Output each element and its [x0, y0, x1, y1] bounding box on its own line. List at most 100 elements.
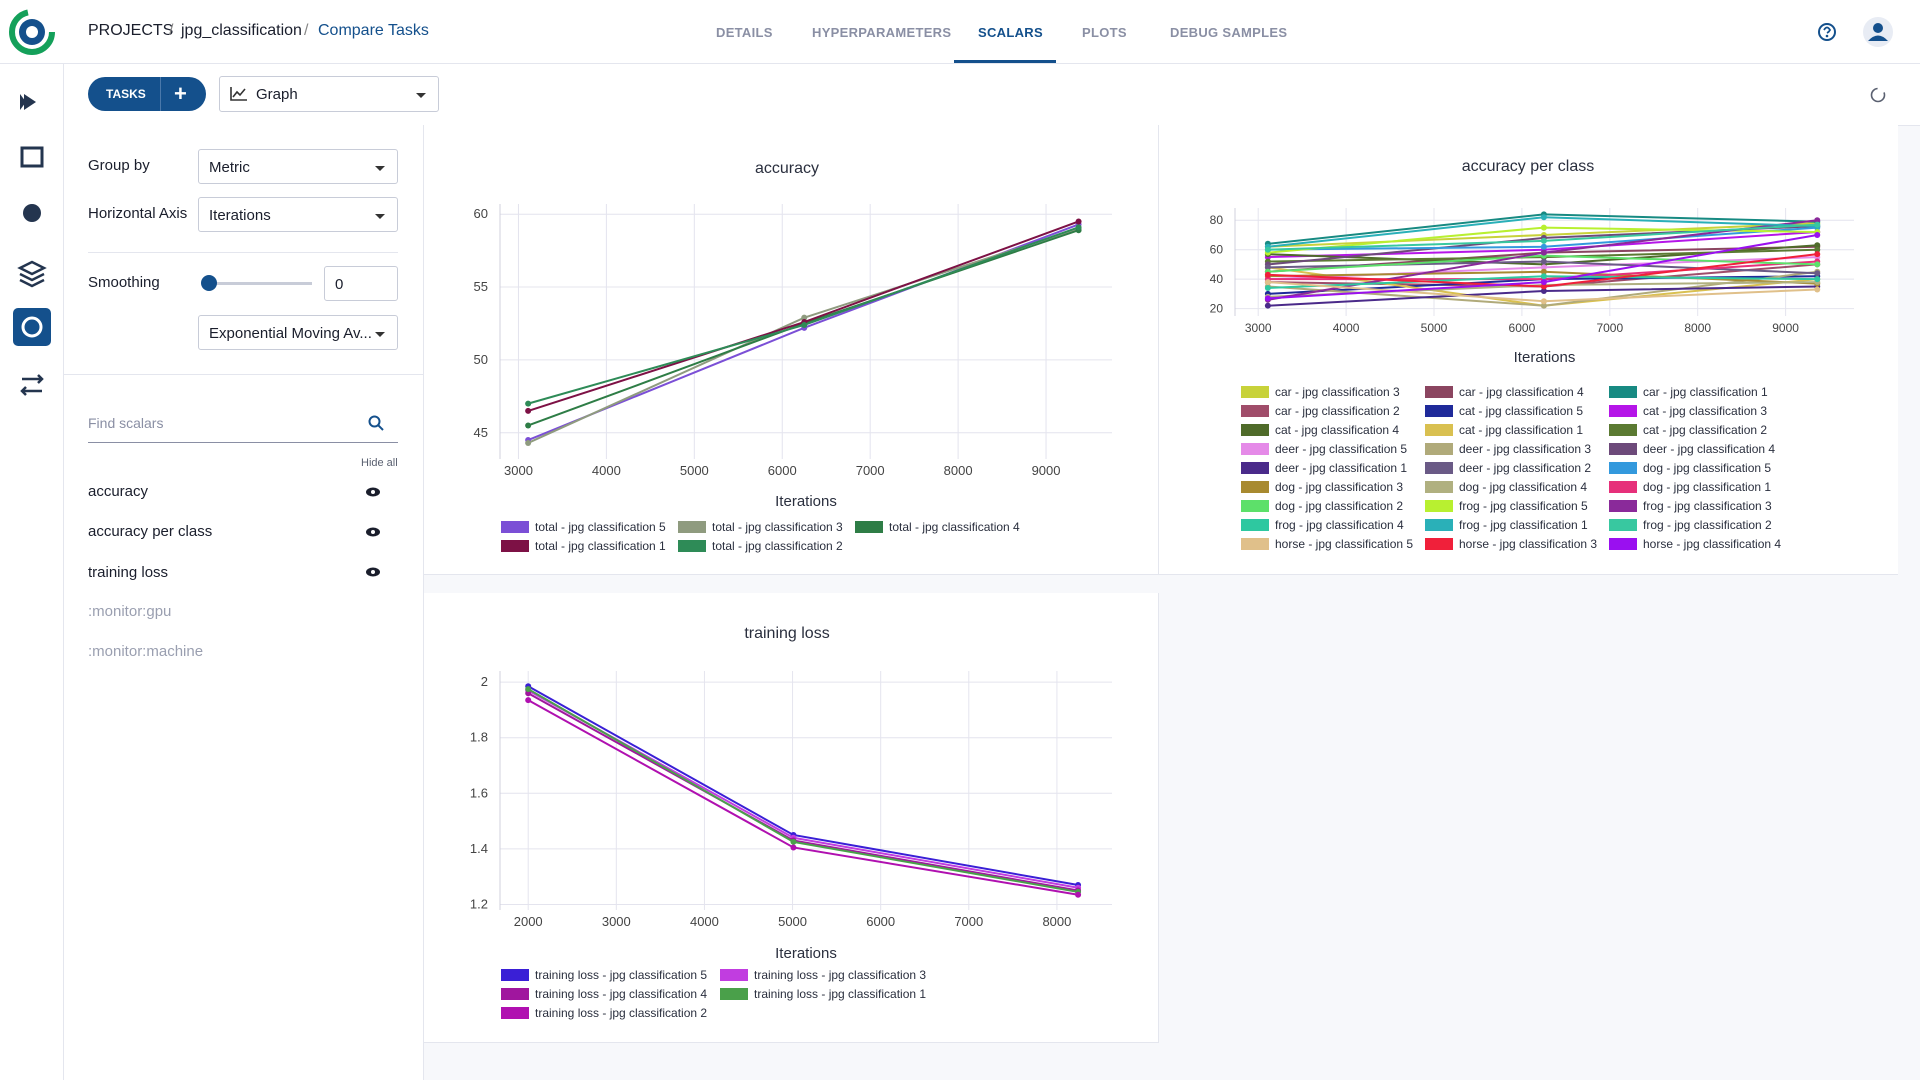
logo-hole	[26, 26, 38, 38]
tab[interactable]: DEBUG SAMPLES	[1170, 25, 1288, 40]
nav-deploy[interactable]	[23, 204, 41, 222]
data-point	[1814, 242, 1821, 249]
data-point	[525, 690, 532, 697]
view-select[interactable]: Graph	[219, 76, 439, 112]
caret	[375, 214, 385, 219]
logo-ring	[9, 9, 55, 55]
tab[interactable]: HYPERPARAMETERS	[812, 25, 952, 40]
x-tick-label: 7000	[1596, 321, 1623, 335]
nav-datasets[interactable]	[17, 260, 47, 288]
legend-swatch	[1609, 443, 1637, 455]
search-underline	[88, 442, 398, 443]
breadcrumb-item[interactable]: PROJECTS	[88, 22, 174, 39]
caret	[416, 93, 426, 98]
legend-swatch	[720, 988, 748, 1000]
x-tick-label: 8000	[944, 463, 973, 478]
search-placeholder[interactable]: Find scalars	[88, 415, 164, 431]
y-tick-label: 40	[1210, 272, 1224, 286]
legend-label: dog - jpg classification 5	[1643, 461, 1771, 475]
legend-swatch	[1609, 500, 1637, 512]
smoothing-value: 0	[335, 276, 344, 293]
view-value: Graph	[256, 86, 298, 103]
data-point	[1540, 237, 1547, 244]
logo[interactable]	[8, 8, 56, 56]
user-avatar[interactable]	[1862, 16, 1894, 48]
scalar-item-hidden[interactable]: :monitor:gpu	[88, 603, 172, 620]
side-nav	[0, 64, 64, 1080]
data-point	[1540, 264, 1547, 271]
chart-panel: training loss 1.2 1.4 1.6 1.8 2 2000 3000 4000 50…	[424, 593, 1159, 1043]
slider-thumb[interactable]	[201, 275, 217, 291]
legend-swatch	[501, 969, 529, 981]
x-tick-label: 9000	[1772, 321, 1799, 335]
y-tick-label: 55	[474, 279, 488, 294]
scalar-item[interactable]: accuracy	[88, 483, 149, 500]
nav-experiments	[21, 316, 43, 338]
scalar-item-hidden[interactable]: :monitor:machine	[88, 643, 204, 660]
group-by-select[interactable]: Metric	[198, 149, 398, 184]
data-point	[1540, 283, 1547, 290]
tab[interactable]: DETAILS	[716, 25, 773, 40]
legend-label: dog - jpg classification 4	[1459, 480, 1587, 494]
hide-all[interactable]: Hide all	[361, 457, 398, 469]
data-point	[1540, 268, 1547, 275]
nav-projects[interactable]	[20, 146, 44, 168]
legend-label: deer - jpg classification 4	[1643, 442, 1775, 456]
data-point	[525, 407, 532, 414]
data-point	[790, 838, 797, 845]
legend-swatch	[501, 521, 529, 533]
data-point	[525, 439, 532, 446]
legend-label: frog - jpg classification 5	[1459, 499, 1588, 513]
scalar-item[interactable]: training loss	[88, 564, 169, 581]
nav-pipelines[interactable]	[20, 94, 36, 110]
legend-swatch	[1241, 481, 1269, 493]
legend-swatch	[501, 1007, 529, 1019]
legend-swatch	[720, 969, 748, 981]
scalar-item[interactable]: accuracy per class	[88, 523, 213, 540]
add-icon[interactable]: +	[174, 81, 187, 106]
tab-active[interactable]: SCALARS	[978, 25, 1043, 40]
data-point	[1540, 224, 1547, 231]
nav-reports[interactable]	[20, 374, 44, 396]
y-tick-label: 1.2	[470, 896, 488, 911]
refresh-icon[interactable]	[1869, 86, 1887, 104]
legend-label: horse - jpg classification 4	[1643, 537, 1781, 551]
data-point	[1540, 302, 1547, 309]
legend-swatch	[1425, 405, 1453, 417]
slider-track	[208, 282, 312, 285]
button-divider	[160, 77, 161, 111]
x-tick-label: 5000	[1421, 321, 1448, 335]
breadcrumb-item[interactable]: jpg_classification	[181, 22, 302, 39]
data-point	[1814, 217, 1821, 224]
y-tick-label: 1.8	[470, 730, 488, 745]
legend-label: cat - jpg classification 4	[1275, 423, 1399, 437]
graph-glyph	[230, 87, 247, 101]
x-tick-label: 4000	[592, 463, 621, 478]
legend-label: car - jpg classification 4	[1459, 385, 1584, 399]
legend-label: dog - jpg classification 2	[1275, 499, 1403, 513]
smoothing-method-select[interactable]: Exponential Moving Av...	[198, 315, 398, 350]
data-point	[525, 400, 532, 407]
series-line	[527, 692, 1079, 892]
legend-swatch	[1609, 424, 1637, 436]
data-point	[1814, 261, 1821, 268]
help-icon[interactable]	[1817, 22, 1837, 42]
data-point	[1264, 271, 1271, 278]
data-point	[801, 314, 808, 321]
data-point	[1814, 221, 1821, 228]
y-tick-label: 60	[474, 206, 488, 221]
chart-panel: accuracy per class 20 40 60 80 3000 4000 5000 60…	[1159, 125, 1898, 575]
legend-label: cat - jpg classification 2	[1643, 423, 1767, 437]
series-line	[527, 685, 1079, 886]
x-axis-label: Iterations	[775, 493, 837, 510]
nav-active-bg[interactable]	[13, 308, 51, 346]
smoothing-input[interactable]: 0	[324, 266, 398, 301]
tab[interactable]: PLOTS	[1082, 25, 1127, 40]
legend-label: cat - jpg classification 5	[1459, 404, 1583, 418]
search-icon[interactable]	[368, 415, 384, 431]
axis-select[interactable]: Iterations	[198, 197, 398, 232]
data-point	[1264, 285, 1271, 292]
tasks-button[interactable]: TASKS +	[88, 77, 206, 111]
legend-swatch	[1425, 424, 1453, 436]
legend-label: deer - jpg classification 3	[1459, 442, 1591, 456]
